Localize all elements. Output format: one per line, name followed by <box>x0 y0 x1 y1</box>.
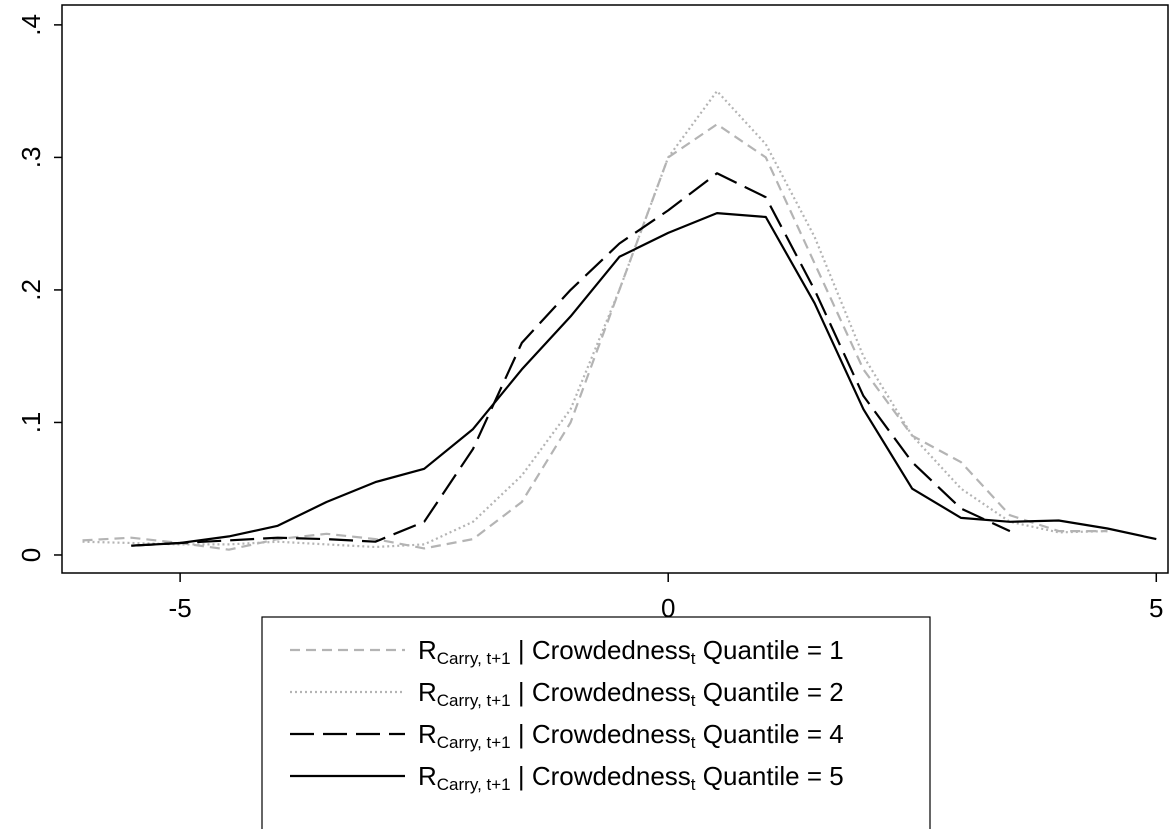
y-tick-label: .3 <box>16 147 46 169</box>
legend-subscript: Carry, t+1 <box>437 649 511 668</box>
y-tick-label: .4 <box>16 14 46 36</box>
legend-text: R <box>418 719 437 749</box>
legend-text: | Crowdedness <box>511 635 691 665</box>
legend-label: RCarry, t+1 | Crowdednesst Quantile = 4 <box>418 719 844 752</box>
legend-text: Quantile = 4 <box>696 719 844 749</box>
x-tick-label: 0 <box>661 593 675 623</box>
legend-label: RCarry, t+1 | Crowdednesst Quantile = 2 <box>418 677 844 710</box>
x-tick-label: 5 <box>1149 593 1163 623</box>
legend-label: RCarry, t+1 | Crowdednesst Quantile = 1 <box>418 635 844 668</box>
legend-text: R <box>418 761 437 791</box>
legend-text: R <box>418 677 437 707</box>
legend-text: Quantile = 2 <box>696 677 844 707</box>
legend-box <box>261 616 931 829</box>
density-line <box>131 212 1157 547</box>
legend-text: Quantile = 5 <box>696 761 844 791</box>
legend-subscript: Carry, t+1 <box>437 775 511 794</box>
x-tick-label: -5 <box>169 593 192 623</box>
legend-subscript: Carry, t+1 <box>437 691 511 710</box>
legend-subscript: t <box>691 691 696 710</box>
legend-subscript: t <box>691 775 696 794</box>
y-tick-label: .1 <box>16 412 46 434</box>
density-line <box>131 172 1011 547</box>
density-line <box>82 123 1108 551</box>
legend-text: | Crowdedness <box>511 677 691 707</box>
legend-text: Quantile = 1 <box>696 635 844 665</box>
legend-subscript: t <box>691 733 696 752</box>
y-tick-label: 0 <box>16 548 46 562</box>
legend-text: R <box>418 635 437 665</box>
legend-label: RCarry, t+1 | Crowdednesst Quantile = 5 <box>418 761 844 794</box>
plot-frame <box>61 4 1169 574</box>
legend-text: | Crowdedness <box>511 719 691 749</box>
y-tick-label: .2 <box>16 279 46 301</box>
legend-subscript: Carry, t+1 <box>437 733 511 752</box>
legend-subscript: t <box>691 649 696 668</box>
legend-text: | Crowdedness <box>511 761 691 791</box>
density-line <box>82 90 1108 549</box>
